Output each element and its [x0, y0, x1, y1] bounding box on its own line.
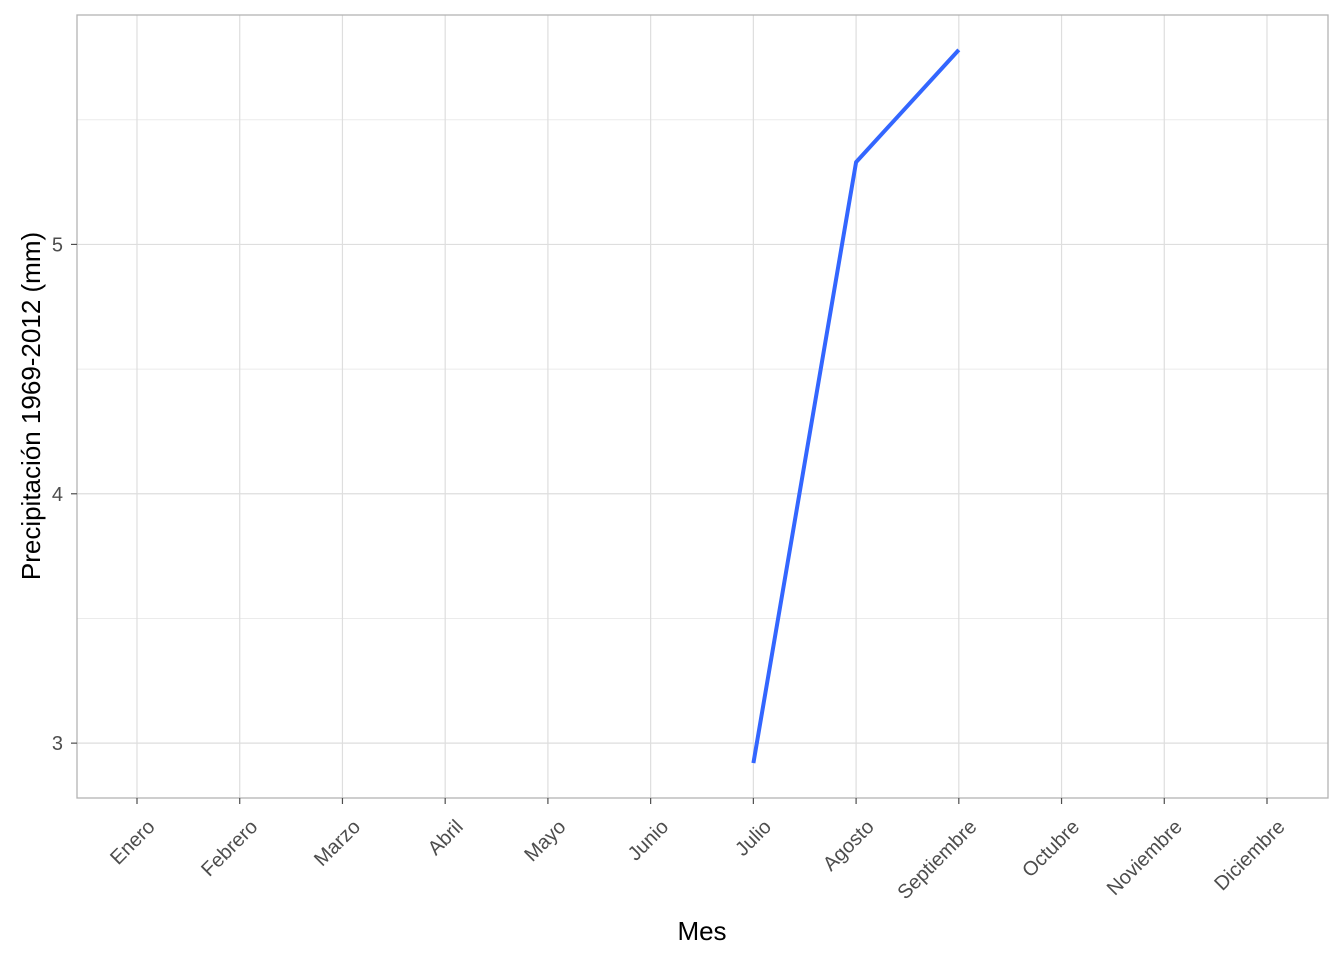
- x-axis-title: Mes: [677, 916, 726, 946]
- y-tick-label: 3: [52, 733, 63, 755]
- x-tick-label: Junio: [624, 816, 673, 865]
- panel-border: [76, 14, 1329, 799]
- series-line: [751, 48, 961, 764]
- x-tick-label: Mayo: [520, 816, 570, 866]
- x-tick-label: Septiembre: [893, 816, 981, 904]
- x-tick-label: Abril: [424, 816, 468, 860]
- y-axis-ticks: 3 4 5: [52, 234, 77, 755]
- x-tick-label: Noviembre: [1103, 816, 1187, 900]
- y-tick-label: 4: [52, 484, 63, 506]
- x-tick-label: Febrero: [197, 816, 262, 881]
- series-layer: [751, 48, 961, 764]
- x-tick-label: Agosto: [819, 816, 879, 876]
- y-axis-title: Precipitación 1969-2012 (mm): [16, 232, 46, 580]
- x-axis-ticks: Enero Febrero Marzo Abril Mayo Junio Julio Agos…: [106, 798, 1290, 904]
- x-tick-label: Enero: [106, 816, 159, 869]
- x-tick-label: Marzo: [310, 816, 365, 871]
- x-tick-label: Julio: [731, 816, 776, 861]
- x-tick-label: Octubre: [1018, 816, 1084, 882]
- y-tick-label: 5: [52, 234, 63, 256]
- x-tick-label: Diciembre: [1210, 816, 1289, 895]
- grid: [77, 15, 1328, 798]
